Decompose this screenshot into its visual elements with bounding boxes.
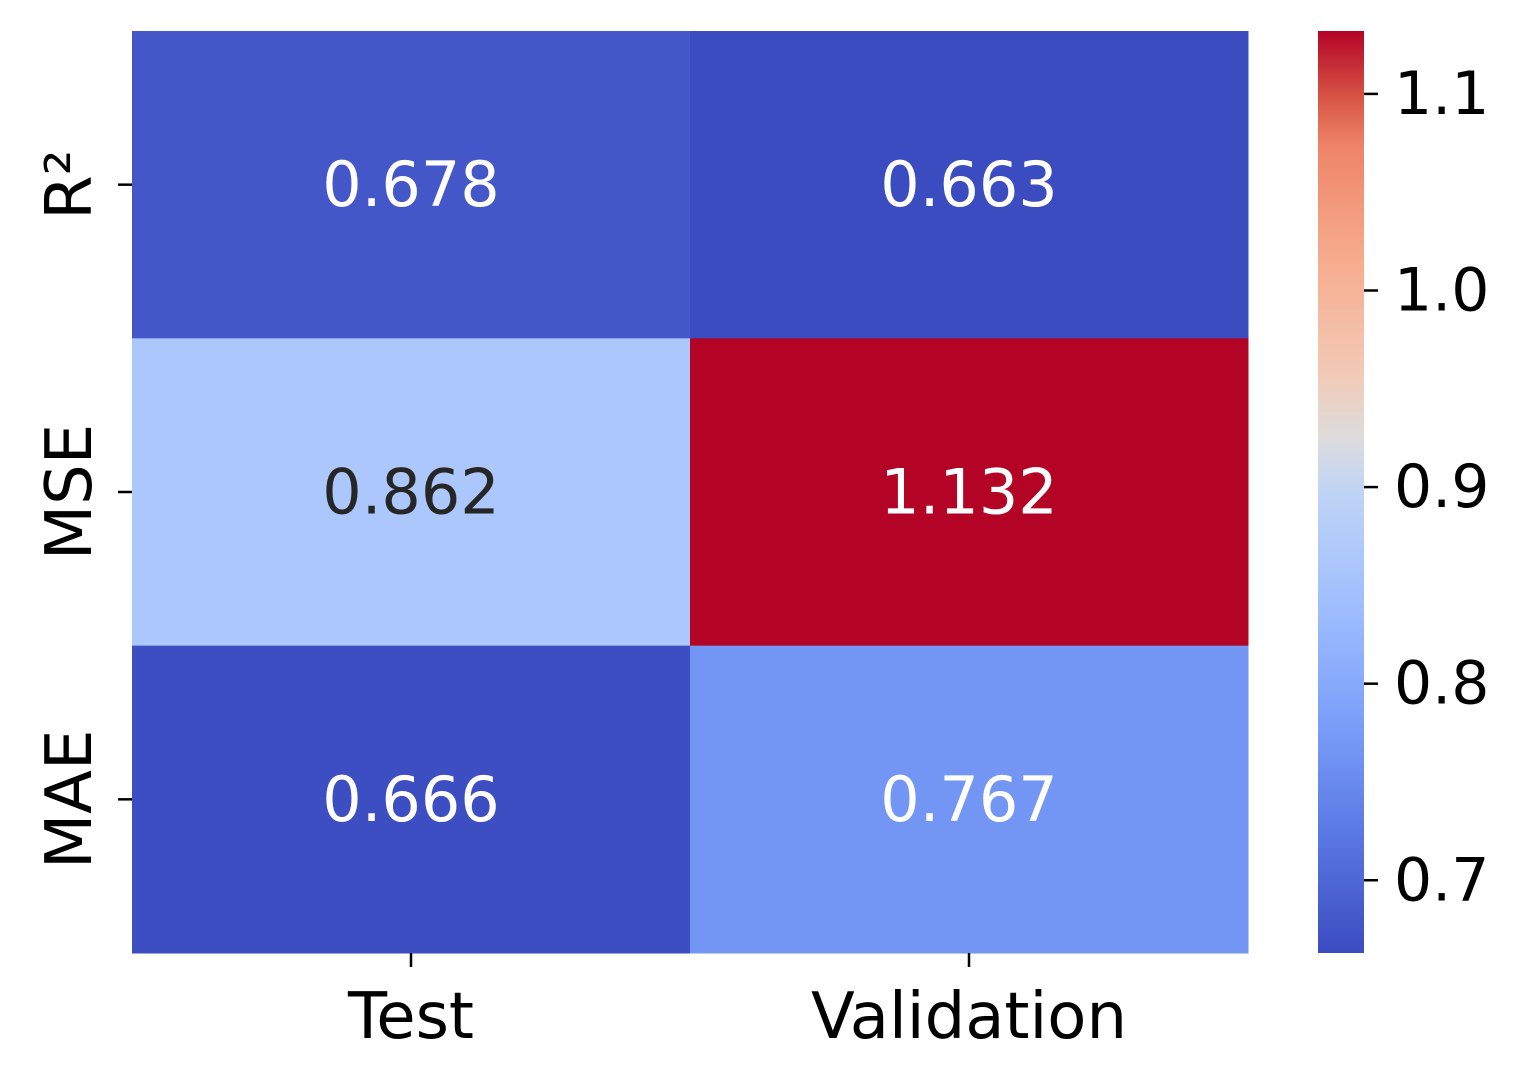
cell-value-label: 0.767 (880, 763, 1058, 836)
x-tick-label: Test (347, 980, 474, 1054)
heatmap-cell (132, 645, 691, 954)
y-tick-label: R² (33, 150, 107, 220)
heatmap-cell (690, 645, 1249, 954)
colorbar-tick-label: 0.7 (1394, 845, 1489, 915)
colorbar-tick-label: 1.1 (1394, 59, 1489, 129)
heatmap-cell (690, 338, 1249, 647)
cell-value-label: 0.862 (322, 456, 500, 529)
heatmap-cells: 0.678 0.663 0.862 1.132 0.666 0.767 (132, 31, 1249, 954)
cell-value-label: 0.678 (322, 148, 500, 221)
x-tick-label: Validation (811, 980, 1127, 1054)
y-tick-label: MAE (33, 730, 107, 869)
y-tick-label: MSE (33, 424, 107, 560)
heatmap-axes: Test Validation R² MSE MAE (33, 150, 1127, 1054)
heatmap-cell (132, 31, 691, 339)
heatmap-cell (690, 31, 1249, 339)
colorbar: 0.7 0.8 0.9 1.0 1.1 (1318, 31, 1489, 953)
cell-value-label: 0.666 (322, 763, 500, 836)
heatmap-cell (132, 338, 691, 647)
cell-value-label: 0.663 (880, 148, 1058, 221)
colorbar-tick-label: 0.8 (1394, 649, 1489, 719)
colorbar-tick-label: 0.9 (1394, 452, 1489, 522)
cell-value-label: 1.132 (880, 456, 1058, 529)
colorbar-gradient (1318, 31, 1364, 953)
colorbar-tick-label: 1.0 (1394, 255, 1489, 325)
